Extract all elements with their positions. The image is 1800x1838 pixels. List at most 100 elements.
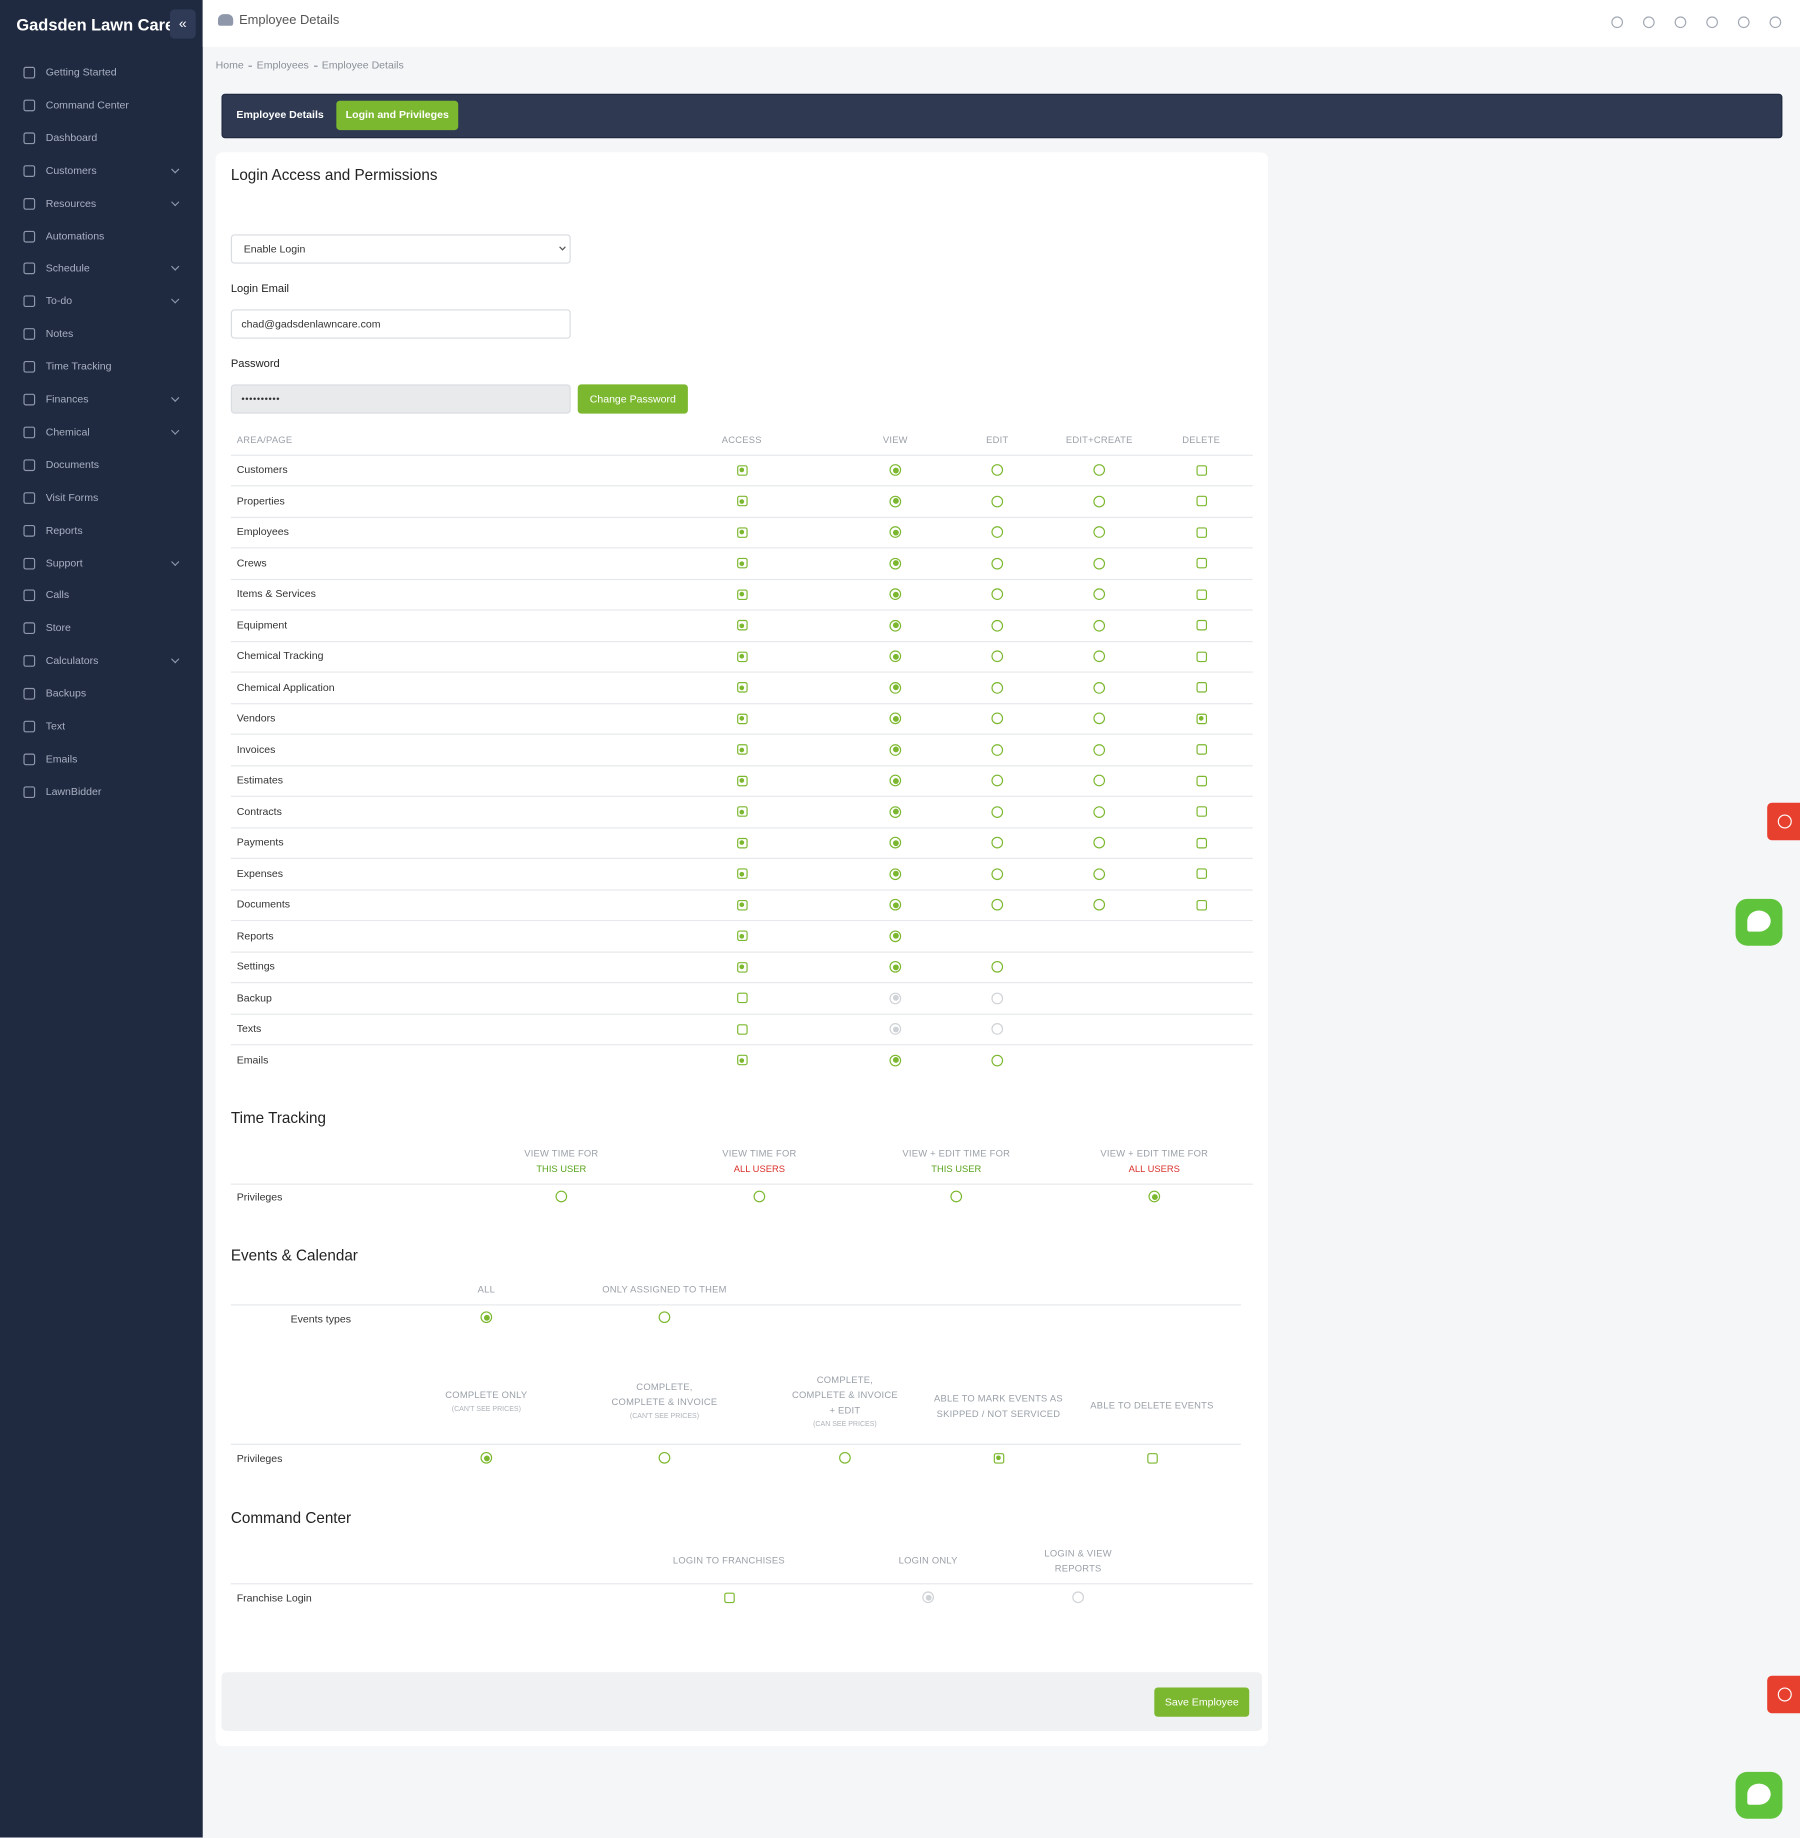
- tab[interactable]: Employee Details: [236, 108, 324, 121]
- nav-item[interactable]: Calculators: [45, 654, 99, 667]
- checkbox[interactable]: [723, 1591, 735, 1603]
- nav-item[interactable]: Time Tracking: [45, 360, 112, 373]
- checkbox[interactable]: [736, 682, 748, 693]
- nav-item[interactable]: Calls: [45, 589, 70, 602]
- radio[interactable]: [889, 650, 902, 663]
- radio[interactable]: [991, 588, 1004, 600]
- chat-button[interactable]: [1735, 1771, 1783, 1819]
- nav-item[interactable]: Automations: [45, 229, 105, 242]
- radio[interactable]: [1093, 681, 1106, 694]
- radio[interactable]: [991, 557, 1004, 569]
- nav-item[interactable]: Dashboard: [45, 131, 98, 144]
- nav-item[interactable]: Visit Forms: [45, 491, 99, 503]
- nav-item[interactable]: Command Center: [45, 98, 129, 111]
- radio[interactable]: [658, 1311, 671, 1324]
- help-tab[interactable]: [1767, 802, 1800, 841]
- nav-item[interactable]: Backups: [45, 687, 87, 700]
- breadcrumb-item[interactable]: Employees: [256, 59, 309, 71]
- password-input[interactable]: [230, 384, 571, 414]
- radio[interactable]: [991, 960, 1004, 973]
- radio[interactable]: [991, 1054, 1004, 1066]
- checkbox[interactable]: [1195, 526, 1207, 538]
- nav-item[interactable]: Resources: [45, 196, 97, 209]
- tab[interactable]: Login and Privileges: [345, 108, 449, 121]
- checkbox[interactable]: [1195, 588, 1207, 600]
- radio[interactable]: [1093, 805, 1106, 818]
- radio[interactable]: [889, 712, 902, 725]
- radio[interactable]: [889, 619, 902, 632]
- nav-item[interactable]: Customers: [45, 164, 97, 177]
- radio[interactable]: [889, 774, 902, 787]
- radio[interactable]: [753, 1190, 766, 1203]
- email-input[interactable]: [230, 309, 571, 339]
- checkbox[interactable]: [736, 992, 748, 1004]
- radio[interactable]: [1148, 1190, 1161, 1203]
- radio[interactable]: [839, 1451, 851, 1464]
- radio[interactable]: [991, 650, 1004, 663]
- radio[interactable]: [991, 464, 1004, 476]
- checkbox[interactable]: [1195, 495, 1207, 507]
- change-password-button[interactable]: [577, 384, 688, 414]
- checkbox[interactable]: [1195, 464, 1207, 476]
- checkbox[interactable]: [1195, 713, 1207, 724]
- radio[interactable]: [480, 1451, 493, 1464]
- nav-item[interactable]: Text: [45, 720, 66, 732]
- radio[interactable]: [1093, 495, 1106, 507]
- radio[interactable]: [889, 836, 902, 849]
- checkbox[interactable]: [736, 1023, 748, 1035]
- checkbox[interactable]: [736, 930, 748, 942]
- radio[interactable]: [889, 681, 902, 694]
- header-action[interactable]: [1642, 16, 1655, 29]
- radio[interactable]: [889, 867, 902, 880]
- checkbox[interactable]: [736, 868, 748, 879]
- nav-item[interactable]: Reports: [45, 523, 83, 536]
- checkbox[interactable]: [736, 495, 748, 507]
- radio[interactable]: [889, 557, 902, 569]
- header-action[interactable]: [1737, 16, 1750, 29]
- radio[interactable]: [1093, 526, 1106, 538]
- nav-item[interactable]: To-do: [45, 295, 73, 307]
- radio[interactable]: [991, 774, 1004, 787]
- checkbox[interactable]: [1195, 899, 1207, 910]
- radio[interactable]: [991, 681, 1004, 694]
- nav-item[interactable]: Finances: [45, 393, 89, 405]
- button-label[interactable]: Save Employee: [1164, 1696, 1239, 1709]
- radio[interactable]: [889, 526, 902, 538]
- checkbox[interactable]: [1195, 619, 1207, 631]
- nav-item[interactable]: Notes: [45, 327, 74, 340]
- checkbox[interactable]: [1146, 1452, 1158, 1464]
- checkbox[interactable]: [1195, 682, 1207, 693]
- radio[interactable]: [991, 712, 1004, 725]
- checkbox[interactable]: [736, 526, 748, 538]
- radio[interactable]: [1093, 557, 1106, 569]
- checkbox[interactable]: [736, 650, 748, 662]
- radio[interactable]: [991, 526, 1004, 538]
- radio[interactable]: [991, 867, 1004, 880]
- checkbox[interactable]: [736, 464, 748, 476]
- nav-item[interactable]: Store: [45, 622, 71, 634]
- nav-item[interactable]: Schedule: [45, 262, 90, 275]
- checkbox[interactable]: [736, 557, 748, 569]
- nav-item[interactable]: Emails: [45, 752, 78, 765]
- help-tab[interactable]: [1767, 1675, 1800, 1714]
- checkbox[interactable]: [736, 961, 748, 973]
- header-action[interactable]: [1611, 16, 1624, 29]
- nav-item[interactable]: Chemical: [45, 425, 90, 438]
- breadcrumb-item[interactable]: Home: [215, 59, 244, 71]
- header-action[interactable]: [1706, 16, 1718, 29]
- radio[interactable]: [889, 805, 902, 818]
- radio[interactable]: [991, 898, 1004, 911]
- checkbox[interactable]: [1195, 806, 1207, 817]
- nav-item[interactable]: Support: [45, 556, 83, 569]
- radio[interactable]: [991, 619, 1004, 632]
- radio[interactable]: [991, 495, 1004, 507]
- checkbox[interactable]: [736, 775, 748, 786]
- radio[interactable]: [889, 588, 902, 600]
- checkbox[interactable]: [1195, 650, 1207, 662]
- checkbox[interactable]: [993, 1452, 1004, 1464]
- radio[interactable]: [889, 898, 902, 911]
- checkbox[interactable]: [736, 899, 748, 910]
- radio[interactable]: [1093, 712, 1106, 725]
- radio[interactable]: [1093, 588, 1106, 600]
- checkbox[interactable]: [1195, 557, 1207, 569]
